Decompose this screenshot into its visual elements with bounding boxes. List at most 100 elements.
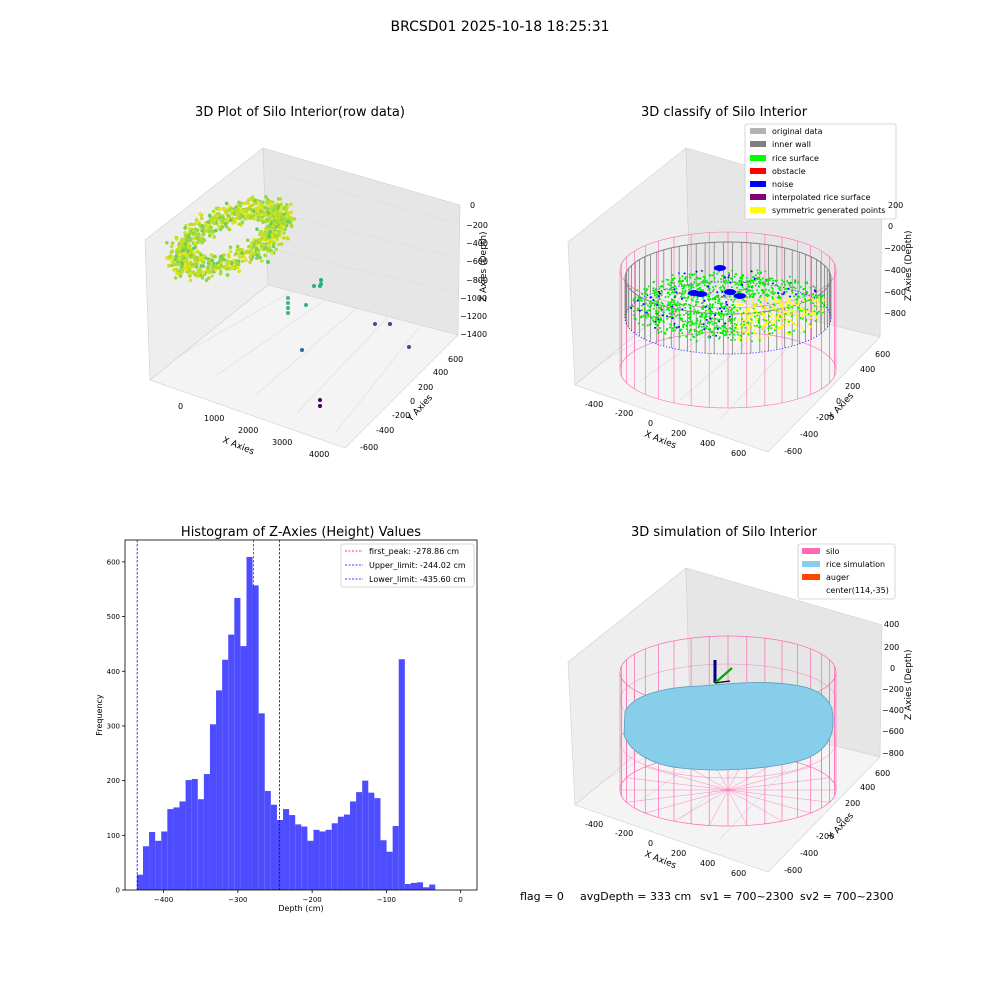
classify-point xyxy=(685,299,688,302)
classify-point xyxy=(767,283,769,285)
classify-point xyxy=(809,286,812,289)
raw-point xyxy=(244,258,248,263)
classify-point xyxy=(693,281,696,284)
raw-point xyxy=(275,220,280,225)
classify-point xyxy=(649,323,651,326)
classify-point xyxy=(677,280,680,283)
classify-point xyxy=(646,324,649,327)
raw-point xyxy=(266,260,270,264)
hist-bar xyxy=(423,887,430,890)
classify-point xyxy=(704,316,707,319)
classify-point xyxy=(648,306,651,308)
raw-point xyxy=(238,214,243,219)
classify-point xyxy=(736,322,739,325)
classify-point xyxy=(751,295,754,298)
classify-point xyxy=(786,323,789,325)
silo-floor-spoke xyxy=(626,777,729,791)
hist-bar xyxy=(343,814,351,890)
classify-point xyxy=(727,310,730,313)
classify-point xyxy=(660,306,663,308)
classify-point xyxy=(730,277,733,280)
classify-point xyxy=(643,307,646,310)
hist-bar xyxy=(404,883,411,890)
raw-y-tick: 200 xyxy=(418,383,433,392)
raw-point xyxy=(264,195,268,199)
classify-point xyxy=(724,279,727,282)
raw-point xyxy=(257,237,262,242)
hist-bar xyxy=(234,597,241,890)
raw-point xyxy=(245,212,249,216)
raw-point xyxy=(177,244,182,249)
classify-point xyxy=(730,339,733,341)
classify-point xyxy=(689,329,691,332)
classify-point xyxy=(709,330,712,333)
classify-point xyxy=(725,313,728,316)
classify-point xyxy=(727,336,730,339)
raw-point xyxy=(275,237,279,242)
classify-point xyxy=(701,315,704,318)
classify-point xyxy=(779,298,782,301)
classify-point xyxy=(721,318,724,321)
classify-point xyxy=(708,322,711,325)
classify-point xyxy=(649,300,652,303)
classify-point xyxy=(730,330,733,333)
classify-point xyxy=(811,297,814,300)
silo-floor-spoke xyxy=(645,766,729,791)
classify-point xyxy=(655,300,658,303)
classify-point xyxy=(793,329,796,332)
classify-point xyxy=(699,319,702,322)
classify-point xyxy=(684,306,687,309)
classify-point xyxy=(747,327,750,330)
raw-point xyxy=(178,274,183,278)
classify-point xyxy=(781,302,784,305)
classify-point xyxy=(783,288,786,291)
classify-point xyxy=(733,281,736,284)
classify-point xyxy=(637,296,640,299)
classify-point xyxy=(689,338,692,341)
classify-point xyxy=(779,302,782,305)
classify-point xyxy=(684,289,687,292)
classify-x-tick: 400 xyxy=(700,439,715,448)
hist-bar xyxy=(350,801,357,890)
classify-point xyxy=(760,306,763,309)
classify-point xyxy=(765,319,768,322)
classify-point xyxy=(788,300,791,303)
classify-point xyxy=(795,324,797,326)
raw-point xyxy=(258,204,262,209)
footer-sv1: sv1 = 700~2300 xyxy=(700,890,794,903)
classify-point xyxy=(699,315,701,318)
classify-point xyxy=(791,303,794,306)
raw-z-tick: −400 xyxy=(466,239,488,248)
classify-point xyxy=(660,301,663,304)
classify-point xyxy=(726,303,729,306)
classify-point xyxy=(795,316,798,319)
classify-point xyxy=(724,302,727,305)
classify-point xyxy=(675,315,677,318)
raw-point xyxy=(184,254,189,258)
silo-floor-spoke xyxy=(727,789,830,803)
hist-bar xyxy=(209,724,217,890)
raw-point xyxy=(227,254,231,259)
classify-point xyxy=(756,324,758,327)
raw-point xyxy=(279,224,284,228)
classify-point xyxy=(797,281,800,284)
classify-point xyxy=(675,287,678,290)
raw-point xyxy=(183,242,188,246)
panel-classify-3d: 3D classify of Silo Interior orig xyxy=(567,105,914,458)
hist-bar xyxy=(368,792,375,890)
classify-point xyxy=(735,323,738,326)
classify-point xyxy=(696,298,699,301)
classify-point xyxy=(771,297,774,300)
classify-point xyxy=(689,311,692,314)
classify-point xyxy=(762,326,765,328)
classify-point xyxy=(709,328,712,331)
raw-point xyxy=(197,238,201,243)
raw-point xyxy=(191,231,196,236)
classify-point xyxy=(792,323,795,326)
classify-point xyxy=(747,307,750,310)
classify-point xyxy=(632,305,634,308)
raw-y-tick: -200 xyxy=(392,411,410,420)
raw-point xyxy=(199,264,203,268)
classify-point xyxy=(737,337,739,340)
